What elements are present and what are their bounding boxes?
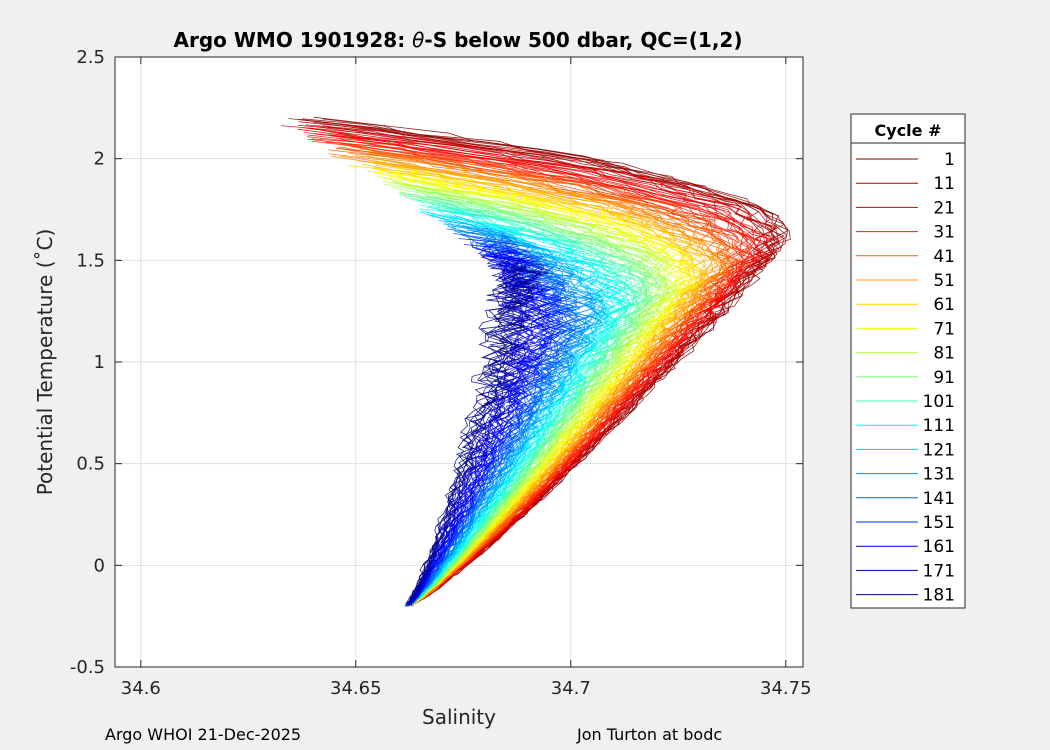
profile-curve [371, 152, 723, 603]
y-tick-label: 2 [94, 149, 105, 170]
legend-label: 11 [933, 174, 955, 194]
legend-label: 101 [923, 392, 955, 412]
legend-label: 21 [933, 198, 955, 218]
x-axis-label: Salinity [422, 705, 496, 729]
profile-curve [408, 267, 535, 605]
footer-left-note: Argo WHOI 21-Dec-2025 [105, 725, 302, 744]
x-tick-label: 34.6 [121, 678, 161, 699]
profile-curve [316, 126, 772, 602]
profile-curve [411, 221, 604, 604]
legend-entries: 1112131415161718191101111121131141151161… [856, 150, 955, 606]
profile-curve [408, 263, 542, 603]
profile-curve [407, 256, 541, 606]
profile-curve [399, 191, 659, 607]
y-tick-label: 2.5 [76, 47, 105, 68]
chart-title: Argo WMO 1901928: θ-S below 500 dbar, QC… [174, 28, 743, 52]
y-tick-label: 1 [94, 352, 105, 373]
legend-label: 151 [923, 513, 955, 533]
x-tick-label: 34.65 [330, 678, 382, 699]
profile-curve [410, 244, 562, 606]
profile-curve [409, 205, 632, 606]
legend-label: 41 [933, 247, 955, 267]
legend-label: 131 [923, 465, 955, 485]
profile-curve [400, 193, 650, 605]
profile-curve [408, 234, 580, 607]
profile-curve [409, 262, 544, 602]
legend-label: 1 [944, 150, 955, 170]
y-tick-label: 1.5 [76, 250, 105, 271]
legend-label: 61 [933, 295, 955, 315]
legend-label: 141 [923, 489, 955, 509]
profile-curve [406, 244, 560, 606]
axis-ticks: 34.6 34.65 34.7 34.75 -0.5 0 0.5 1 1.5 2 2.5 [70, 47, 812, 699]
legend-label: 111 [923, 416, 955, 436]
legend-label: 121 [923, 440, 955, 460]
legend-label: 81 [933, 344, 955, 364]
legend-label: 161 [923, 537, 955, 557]
profile-curve [413, 203, 638, 605]
footer-right-note: Jon Turton at bodc [577, 725, 723, 744]
profile-curve [407, 267, 549, 603]
legend-title: Cycle # [875, 121, 942, 140]
profile-curve [405, 264, 526, 604]
legend: Cycle # 11121314151617181911011111211311… [850, 113, 966, 609]
legend-label: 171 [923, 561, 955, 581]
x-tick-label: 34.75 [760, 678, 812, 699]
profile-curve [406, 209, 632, 606]
y-tick-label: 0 [94, 555, 105, 576]
profile-curve [407, 244, 564, 605]
profile-curve [412, 215, 608, 603]
legend-label: 91 [933, 368, 955, 388]
legend-label: 181 [923, 586, 955, 606]
profile-curve [372, 161, 718, 604]
legend-label: 31 [933, 223, 955, 243]
profile-curve [398, 183, 673, 603]
y-tick-label: 0.5 [76, 454, 105, 475]
y-tick-label: -0.5 [70, 657, 105, 678]
profile-curve [410, 202, 636, 606]
profile-curve [375, 160, 714, 604]
y-axis-label: Potential Temperature (˚C) [33, 229, 57, 496]
profile-curve [366, 170, 698, 606]
profile-curves [280, 116, 791, 607]
legend-label: 71 [933, 319, 955, 339]
legend-label: 51 [933, 271, 955, 291]
profile-curve [407, 258, 535, 605]
legend-box [850, 113, 966, 609]
x-tick-label: 34.7 [551, 678, 591, 699]
